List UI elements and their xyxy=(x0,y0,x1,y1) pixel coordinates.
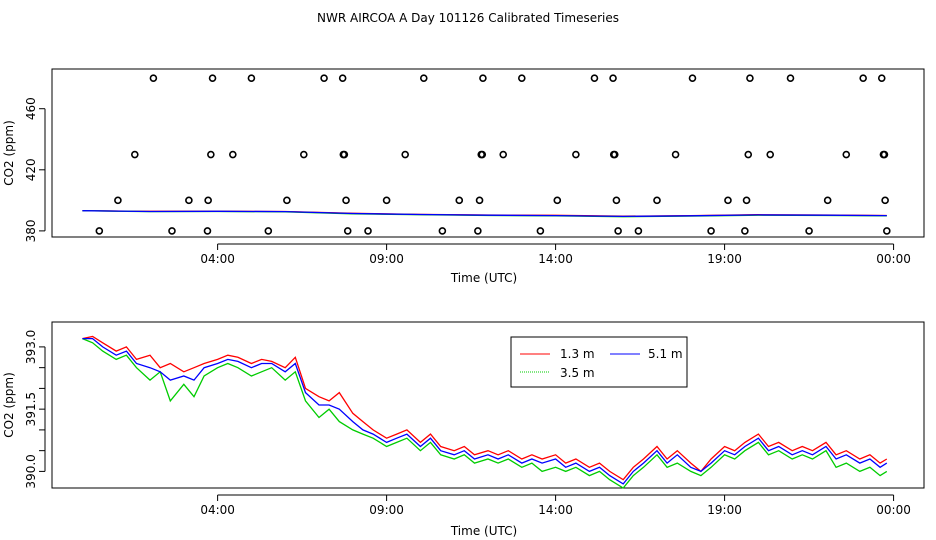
top-scatter-point xyxy=(614,227,622,235)
top-scatter-point xyxy=(634,227,643,235)
top-scatter-point xyxy=(340,150,349,159)
top-scatter-point xyxy=(343,227,352,235)
top-scatter-point xyxy=(805,227,813,235)
legend-box xyxy=(510,336,688,388)
bottom-y-tick-label: 390.0 xyxy=(24,454,38,488)
top-scatter-point xyxy=(499,150,508,159)
legend-label-5-1m: 5.1 m xyxy=(648,347,683,361)
top-scatter-point xyxy=(609,74,617,82)
top-scatter-point xyxy=(474,227,482,235)
bottom-x-tick-label: 04:00 xyxy=(200,503,235,517)
top-scatter-point xyxy=(455,196,464,205)
top-scatter-point xyxy=(299,150,308,159)
bottom-panel: 04:00 09:00 14:00 19:00 00:00 390.0 391.5 393.0… xyxy=(2,321,925,538)
top-x-tick-label: 04:00 xyxy=(200,252,235,266)
top-scatter-point xyxy=(590,74,599,82)
top-x-axis-label: Time (UTC) xyxy=(450,271,517,285)
top-scatter-point xyxy=(742,196,751,205)
top-scatter-point xyxy=(536,227,545,235)
bottom-y-tick-label: 393.0 xyxy=(24,330,38,364)
top-scatter-point xyxy=(114,196,122,205)
bottom-x-tick-label: 00:00 xyxy=(876,503,911,517)
top-plot-frame xyxy=(51,68,925,238)
top-x-tick-label: 09:00 xyxy=(369,252,404,266)
chart-title: NWR AIRCOA A Day 101126 Calibrated Times… xyxy=(317,11,619,25)
bottom-series-5-1-m xyxy=(82,337,888,485)
top-scatter-point xyxy=(208,74,217,82)
bottom-x-axis-label: Time (UTC) xyxy=(450,524,517,538)
top-scatter-point xyxy=(842,150,851,159)
top-scatter-point xyxy=(342,196,350,205)
top-scatter-point xyxy=(419,74,428,82)
top-scatter-point xyxy=(185,196,193,205)
bottom-x-tick-label: 09:00 xyxy=(369,503,404,517)
top-scatter-point xyxy=(786,74,795,82)
top-scatter-point xyxy=(746,74,754,82)
top-scatter-point xyxy=(688,74,697,82)
bottom-marks xyxy=(82,335,888,489)
top-panel: 04:00 09:00 14:00 19:00 00:00 380 420 460 Time … xyxy=(2,68,925,285)
bottom-plot-frame xyxy=(51,321,925,489)
top-scatter-point xyxy=(724,196,732,205)
legend-label-3-5m: 3.5 m xyxy=(560,366,595,380)
top-scatter-point xyxy=(653,196,661,205)
top-scatter-point xyxy=(859,74,867,82)
top-scatter-point xyxy=(572,150,580,159)
top-scatter-point xyxy=(479,74,487,82)
top-scatter-point xyxy=(883,227,891,235)
bottom-y-axis-label: CO2 (ppm) xyxy=(2,372,16,438)
top-x-tick-label: 00:00 xyxy=(876,252,911,266)
legend-label-1-3m: 1.3 m xyxy=(560,347,595,361)
top-y-tick-label: 420 xyxy=(24,158,38,181)
top-y-tick-label: 460 xyxy=(24,97,38,120)
top-scatter-point xyxy=(744,150,753,159)
top-scatter-point xyxy=(382,196,391,205)
top-scatter-point xyxy=(95,227,104,235)
top-scatter-point xyxy=(877,74,886,82)
bottom-x-tick-label: 19:00 xyxy=(707,503,742,517)
top-scatter-point xyxy=(671,150,680,159)
top-scatter-point xyxy=(610,150,619,159)
top-axes: 04:00 09:00 14:00 19:00 00:00 380 420 460 xyxy=(24,97,911,266)
top-scatter-point xyxy=(283,196,291,205)
top-scatter-point xyxy=(204,196,212,205)
top-scatter-point xyxy=(364,227,372,235)
top-marks xyxy=(82,74,891,235)
top-scatter-point xyxy=(741,227,749,235)
top-scatter-point xyxy=(517,74,526,82)
top-scatter-point xyxy=(880,150,889,159)
top-scatter-point xyxy=(168,227,176,235)
top-series-5-1-m xyxy=(82,210,887,218)
top-scatter-point xyxy=(203,227,212,235)
bottom-series-3-5-m xyxy=(82,337,888,489)
top-scatter-point xyxy=(553,196,562,205)
top-x-tick-label: 14:00 xyxy=(538,252,573,266)
top-y-axis-label: CO2 (ppm) xyxy=(2,120,16,186)
top-scatter-point xyxy=(247,74,256,82)
top-x-tick-label: 19:00 xyxy=(707,252,742,266)
bottom-y-tick-label: 391.5 xyxy=(24,392,38,426)
top-scatter-point xyxy=(264,227,273,235)
top-scatter-point xyxy=(207,150,215,159)
top-scatter-point xyxy=(229,150,237,159)
top-y-tick-label: 380 xyxy=(24,219,38,242)
bottom-series-1-3-m xyxy=(82,335,888,481)
bottom-axes: 04:00 09:00 14:00 19:00 00:00 390.0 391.5 393.0 xyxy=(24,330,911,517)
top-scatter-point xyxy=(438,227,447,235)
top-scatter-point xyxy=(707,227,715,235)
top-scatter-point xyxy=(823,196,832,205)
bottom-x-tick-label: 14:00 xyxy=(538,503,573,517)
top-scatter-point xyxy=(338,74,347,82)
top-scatter-point xyxy=(612,196,621,205)
legend: 1.3 m 5.1 m 3.5 m xyxy=(510,336,688,388)
top-scatter-point xyxy=(401,150,409,159)
top-scatter-point xyxy=(881,196,889,205)
top-scatter-point xyxy=(475,196,484,205)
top-scatter-point xyxy=(320,74,328,82)
top-scatter-point xyxy=(478,150,487,159)
top-scatter-point xyxy=(766,150,775,159)
top-scatter-point xyxy=(131,150,139,159)
top-scatter-point xyxy=(149,74,158,82)
